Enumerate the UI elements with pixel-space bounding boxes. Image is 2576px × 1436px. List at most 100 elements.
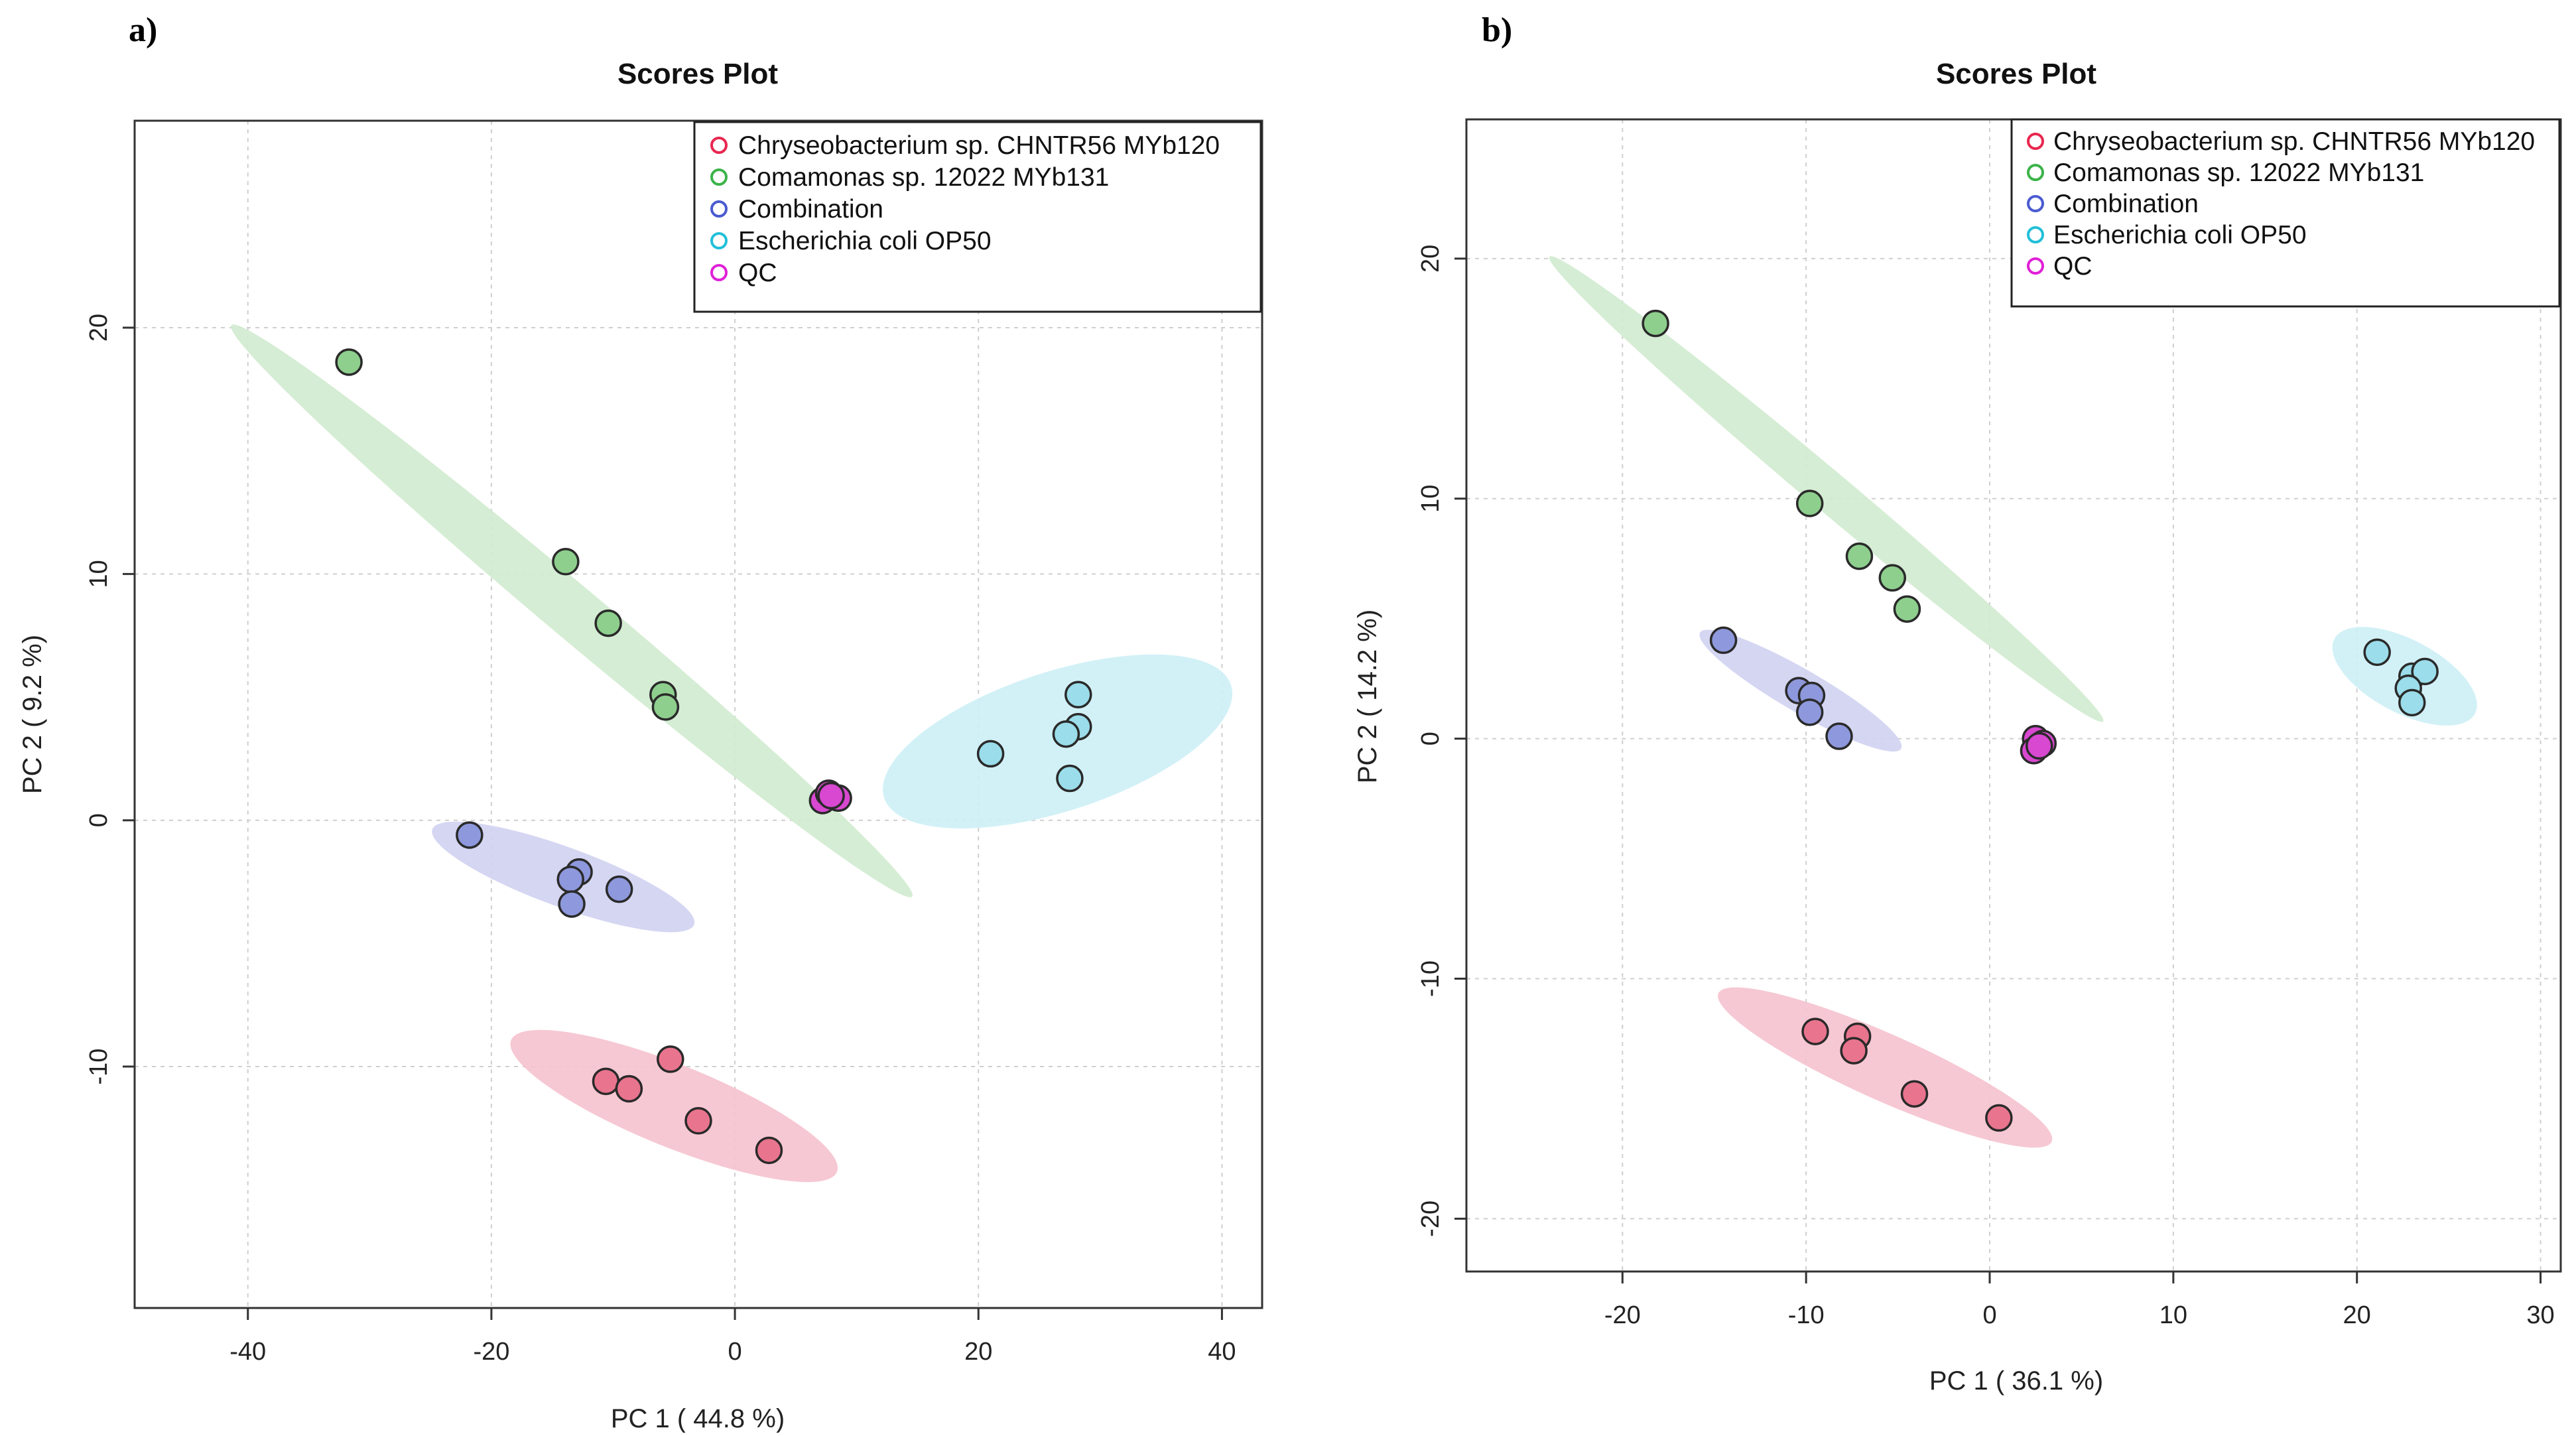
panel-b-x-tick-label: 0 <box>1982 1301 1996 1329</box>
panel-a-point-escherichia-coli-op50 <box>1064 681 1092 709</box>
panel-b-legend-label-escherichia-coli-op50: Escherichia coli OP50 <box>2053 221 2307 249</box>
panel-b-ellipse-comamonas-sp-12022-myb131 <box>1549 256 2104 722</box>
panel-a-point-chryseobacterium-sp-chntr56-myb120 <box>615 1075 643 1103</box>
panel-b-legend-marker-combination <box>2027 195 2044 212</box>
panel-b-point-qc <box>2026 732 2053 760</box>
panel-a-legend-box <box>693 121 1262 313</box>
panel-a-ellipse-chryseobacterium-sp-chntr56-myb120 <box>510 1029 838 1183</box>
panel-a-x-tick-label: 20 <box>964 1338 992 1366</box>
panel-a-legend-marker-comamonas-sp-12022-myb131 <box>710 168 728 186</box>
panel-a-point-chryseobacterium-sp-chntr56-myb120 <box>592 1067 620 1096</box>
panel-a-label: a) <box>129 11 157 49</box>
panel-a-point-combination <box>605 875 633 903</box>
panel-b-x-tick-label: 20 <box>2343 1301 2371 1329</box>
panel-b-point-comamonas-sp-12022-myb131 <box>1893 595 1921 623</box>
panel-a-point-combination <box>456 821 483 849</box>
panel-a-x-tick-label: -40 <box>229 1338 266 1366</box>
panel-b-legend-box <box>2010 118 2561 308</box>
panel-b-point-escherichia-coli-op50 <box>2411 657 2439 686</box>
panel-a-legend-items: Chryseobacterium sp. CHNTR56 MYb120 Comam… <box>710 131 1220 287</box>
panel-a-legend-label-qc: QC <box>738 259 777 287</box>
panel-a-points <box>335 348 1092 1165</box>
panel-a-legend-label-escherichia-coli-op50: Escherichia coli OP50 <box>738 227 992 255</box>
panel-b-legend-items: Chryseobacterium sp. CHNTR56 MYb120 Comam… <box>2027 127 2535 281</box>
panel-b-x-tick-label: -10 <box>1788 1301 1825 1329</box>
panel-a-point-escherichia-coli-op50 <box>1052 720 1080 748</box>
panel-b-point-escherichia-coli-op50 <box>2363 638 2391 667</box>
panel-a-point-escherichia-coli-op50 <box>976 740 1005 768</box>
panel-b-point-combination <box>1709 626 1738 655</box>
panel-b-label: b) <box>1482 11 1512 49</box>
panel-a-y-tick-label: -10 <box>85 1049 113 1085</box>
panel-a-point-comamonas-sp-12022-myb131 <box>335 348 363 376</box>
panel-a-legend-label-comamonas-sp-12022-myb131: Comamonas sp. 12022 MYb131 <box>738 163 1109 192</box>
panel-a-legend-marker-qc <box>710 264 728 281</box>
panel-a-point-chryseobacterium-sp-chntr56-myb120 <box>657 1045 684 1073</box>
panel-b-point-comamonas-sp-12022-myb131 <box>1795 490 1824 517</box>
panel-a-point-qc <box>817 781 845 810</box>
panel-b-y-tick-label: -10 <box>1417 960 1445 997</box>
panel-b-legend-marker-chryseobacterium-sp-chntr56-myb120 <box>2027 133 2044 150</box>
panel-b-y-tick-label: 0 <box>1417 732 1445 746</box>
panel-b-points <box>1642 309 2439 1132</box>
panel-b-x-tick-label: 10 <box>2159 1301 2187 1329</box>
panel-a-grid <box>135 121 1262 1308</box>
panel-b-point-comamonas-sp-12022-myb131 <box>1642 309 1669 338</box>
panel-a-y-axis: -10 0 10 20 <box>85 314 135 1085</box>
panel-a-point-comamonas-sp-12022-myb131 <box>594 609 622 637</box>
panel-b-point-comamonas-sp-12022-myb131 <box>1845 542 1874 570</box>
panel-a-point-combination <box>556 866 584 893</box>
panel-a: a) Scores Plot -40 -20 0 20 40 -10 0 10 20 PC 1… <box>18 11 1263 1433</box>
panel-b-y-axis-label: PC 2 ( 14.2 %) <box>1353 610 1382 783</box>
panel-b-point-chryseobacterium-sp-chntr56-myb120 <box>1801 1017 1829 1045</box>
panel-b-legend-marker-qc <box>2027 257 2044 275</box>
panel-b-legend: Chryseobacterium sp. CHNTR56 MYb120 Comam… <box>2010 118 2561 308</box>
panel-a-legend-label-chryseobacterium-sp-chntr56-myb120: Chryseobacterium sp. CHNTR56 MYb120 <box>738 131 1220 160</box>
panel-a-ellipses <box>231 324 1233 1183</box>
panel-a-y-tick-label: 20 <box>85 314 113 342</box>
panel-a-point-chryseobacterium-sp-chntr56-myb120 <box>684 1107 712 1135</box>
panel-b-y-tick-label: 10 <box>1417 485 1445 513</box>
panel-b-point-combination <box>1795 698 1824 726</box>
panel-b-x-tick-label: 30 <box>2526 1301 2554 1329</box>
panel-a-legend: Chryseobacterium sp. CHNTR56 MYb120 Comam… <box>693 121 1262 313</box>
panel-a-point-escherichia-coli-op50 <box>1056 764 1084 793</box>
panel-a-x-tick-label: 0 <box>728 1338 742 1366</box>
panel-a-point-combination <box>558 890 586 918</box>
panel-a-ellipse-comamonas-sp-12022-myb131 <box>231 324 913 897</box>
panel-b-point-chryseobacterium-sp-chntr56-myb120 <box>1840 1037 1868 1065</box>
panel-b-x-axis: -20 -10 0 10 20 30 <box>1604 1272 2555 1329</box>
panel-b-point-combination <box>1825 722 1853 750</box>
panel-b-legend-label-comamonas-sp-12022-myb131: Comamonas sp. 12022 MYb131 <box>2053 159 2424 187</box>
panel-b-point-comamonas-sp-12022-myb131 <box>1878 564 1907 592</box>
panel-a-legend-marker-escherichia-coli-op50 <box>710 232 728 249</box>
panel-b-legend-marker-escherichia-coli-op50 <box>2027 226 2044 243</box>
panel-b-y-tick-label: 20 <box>1417 245 1445 273</box>
panel-a-x-axis: -40 -20 0 20 40 <box>229 1308 1236 1366</box>
panel-b-legend-label-combination: Combination <box>2053 190 2199 218</box>
panel-a-x-tick-label: -20 <box>473 1338 509 1366</box>
panel-a-point-comamonas-sp-12022-myb131 <box>552 548 580 576</box>
panel-a-x-axis-label: PC 1 ( 44.8 %) <box>611 1404 785 1433</box>
panel-a-legend-marker-combination <box>710 200 728 218</box>
panel-a-x-tick-label: 40 <box>1208 1338 1236 1366</box>
panel-b-legend-label-qc: QC <box>2053 252 2093 281</box>
panel-b-point-chryseobacterium-sp-chntr56-myb120 <box>1985 1104 2013 1132</box>
panel-a-plot-frame <box>133 119 1263 1309</box>
panel-a-y-tick-label: 0 <box>85 813 113 827</box>
panel-b-x-axis-label: PC 1 ( 36.1 %) <box>1929 1366 2103 1396</box>
panel-b-point-escherichia-coli-op50 <box>2398 688 2426 717</box>
panel-b-ellipse-chryseobacterium-sp-chntr56-myb120 <box>1718 987 2053 1148</box>
panel-b-title: Scores Plot <box>1936 58 2096 90</box>
panel-a-point-chryseobacterium-sp-chntr56-myb120 <box>755 1136 783 1165</box>
panel-b-legend-marker-comamonas-sp-12022-myb131 <box>2027 164 2044 181</box>
panel-a-legend-marker-chryseobacterium-sp-chntr56-myb120 <box>710 137 728 154</box>
panel-a-y-tick-label: 10 <box>85 560 113 588</box>
panel-b-ellipses <box>1549 256 2477 1148</box>
panel-a-point-comamonas-sp-12022-myb131 <box>651 693 680 721</box>
panel-a-y-axis-label: PC 2 ( 9.2 %) <box>18 635 47 794</box>
panel-b-y-tick-label: -20 <box>1417 1201 1445 1237</box>
panel-b-x-tick-label: -20 <box>1604 1301 1641 1329</box>
